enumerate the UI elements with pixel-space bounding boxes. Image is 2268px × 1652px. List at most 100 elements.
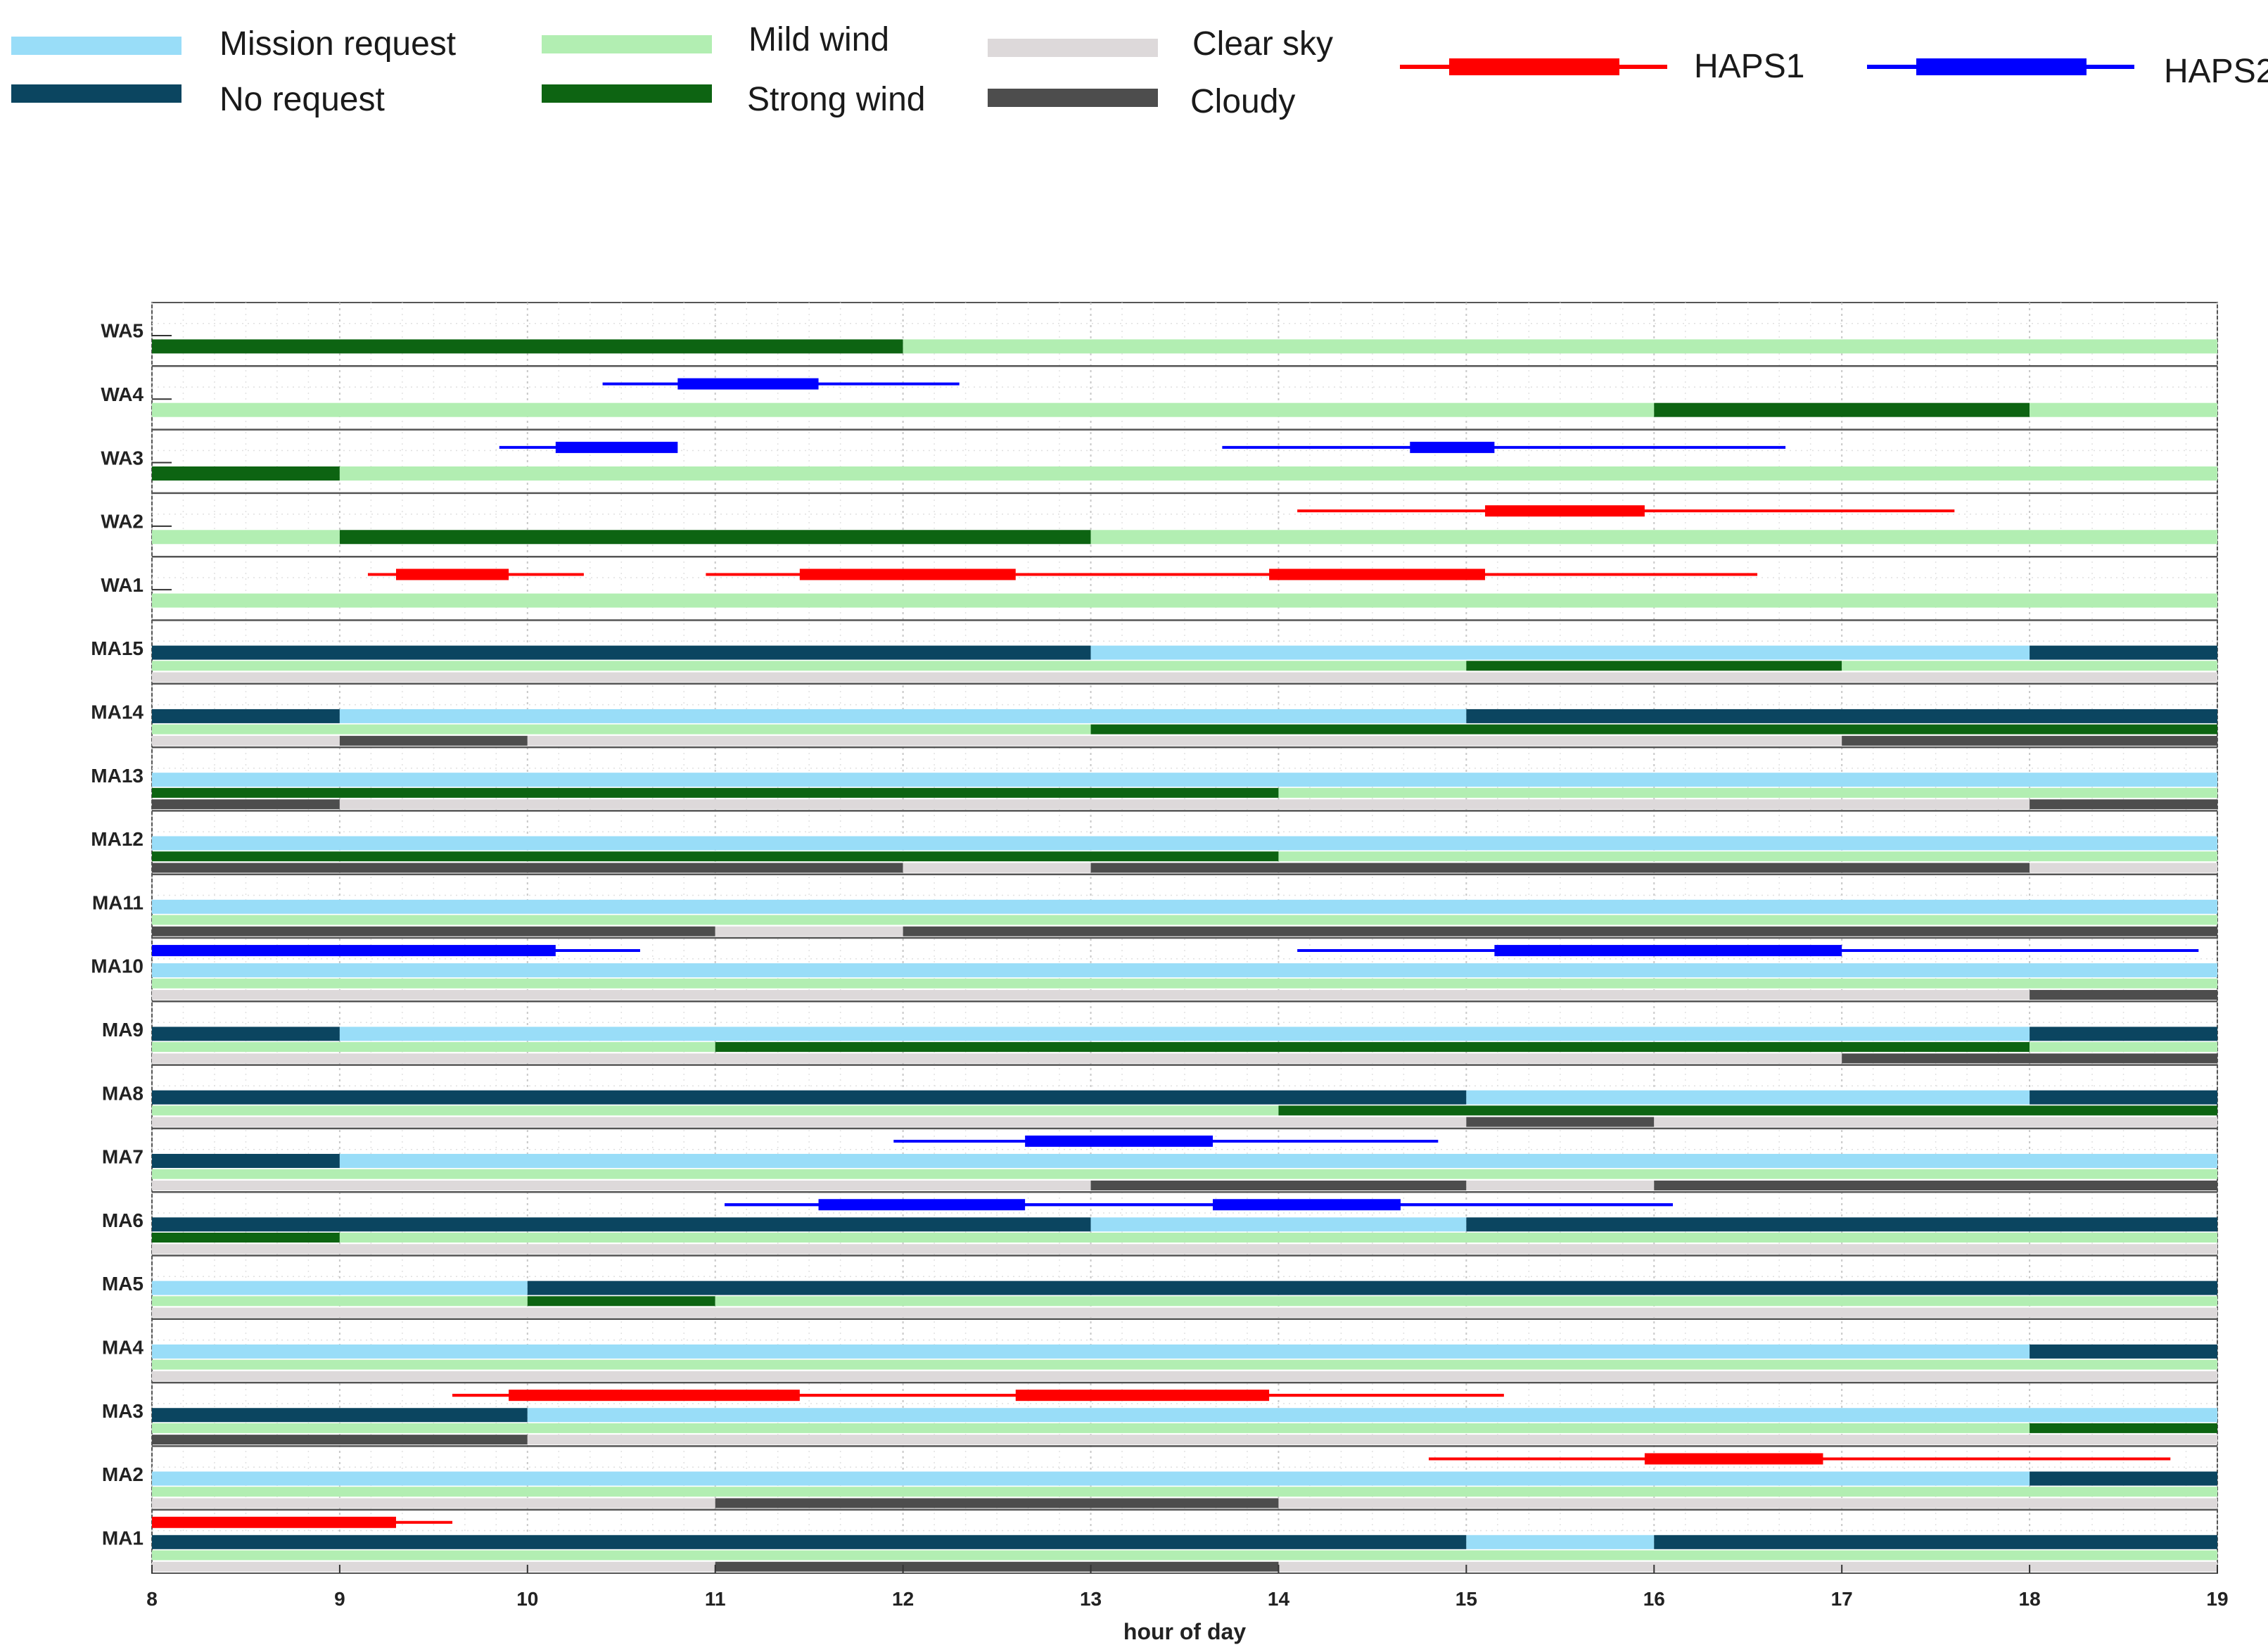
legend-swatch-haps1 [1449,58,1619,75]
request-bar-no [152,709,340,723]
sky-bar-clear [152,1561,715,1572]
wind-bar-mild [152,593,2217,608]
legend-swatch-cloudy [988,89,1158,107]
haps1-active-bar [1644,1453,1823,1465]
row-ma13: MA13 [91,746,2217,810]
row-label: MA11 [92,891,144,913]
x-tick-label: 14 [1268,1588,1290,1610]
row-wa5: WA5 [101,320,2217,354]
wind-bar-strong [152,339,903,354]
sky-bar-cloudy [1466,1117,1655,1127]
wind-bar-mild [152,1487,2217,1497]
sky-bar-cloudy [152,1435,528,1445]
sky-bar-cloudy [1090,1180,1467,1190]
legend-swatch-mission_request [11,37,181,55]
wind-bar-mild [715,1296,2217,1307]
legend-label-mild_wind: Mild wind [748,21,889,58]
legend-swatch-haps2 [1916,58,2087,75]
haps1-active-bar [1485,505,1645,517]
sky-bar-cloudy [1090,863,2030,873]
x-tick-label: 15 [1455,1588,1477,1610]
x-axis-label: hour of day [1123,1619,1246,1644]
haps2-active-bar [1410,441,1495,453]
request-bar-mission [152,1471,2030,1486]
row-ma6: MA6 [102,1190,2217,1254]
request-bar-no [527,1281,2218,1295]
wind-bar-strong [152,851,1279,862]
sky-bar-clear [152,1371,2217,1381]
haps1-active-bar [799,568,1016,580]
legend-swatch-no_request [11,84,181,103]
haps1-active-bar [395,568,509,580]
row-ma3: MA3 [102,1381,2218,1445]
row-ma4: MA4 [102,1318,2217,1381]
row-ma10: MA10 [91,936,2217,1000]
row-label: MA1 [102,1527,144,1549]
sky-bar-clear [1654,1117,2217,1127]
row-label: MA6 [102,1209,144,1231]
row-label: MA14 [91,701,144,723]
legend-label-haps2: HAPS2 [2164,53,2268,90]
x-tick-label: 10 [516,1588,538,1610]
haps2-active-bar [677,378,819,390]
request-bar-mission [339,1154,2217,1169]
wind-bar-strong [152,787,1279,798]
legend-label-clear_sky: Clear sky [1192,25,1333,63]
legend-swatch-strong_wind [542,84,712,103]
wind-bar-strong [1466,661,1842,671]
sky-bar-clear [715,926,903,936]
sky-bar-clear [527,1435,2218,1445]
sky-bar-cloudy [903,926,2217,936]
wind-bar-mild [1090,530,2217,545]
request-bar-no [152,1408,528,1423]
x-tick-label: 8 [146,1588,158,1610]
haps1-active-bar [1269,568,1486,580]
sky-bar-cloudy [339,735,528,746]
row-ma1: MA1 [102,1508,2217,1572]
legend-swatch-clear_sky [988,39,1158,57]
row-label: MA2 [102,1463,144,1485]
sky-bar-clear [339,799,2030,810]
wind-bar-mild [152,1169,2217,1179]
wind-bar-mild [152,724,1091,735]
x-tick-label: 11 [705,1588,726,1610]
request-bar-mission [339,1027,2030,1041]
row-label: MA3 [102,1400,144,1422]
row-label: WA3 [101,447,144,469]
request-bar-no [152,1027,340,1041]
wind-bar-mild [152,915,2217,925]
row-label: WA5 [101,320,144,342]
sky-bar-clear [152,1053,1842,1064]
row-label: MA15 [91,637,144,659]
row-ma12: MA12 [91,810,2217,873]
request-bar-mission [152,1281,528,1295]
request-bar-no [152,1090,1467,1105]
row-label: WA4 [101,383,144,405]
haps2-active-bar [555,441,678,453]
wind-bar-mild [1842,661,2217,671]
row-ma11: MA11 [92,873,2217,936]
sky-bar-cloudy [152,799,340,810]
wind-bar-strong [152,466,340,481]
wind-bar-mild [339,466,2217,481]
request-bar-no [152,1154,340,1169]
x-tick-label: 12 [892,1588,914,1610]
sky-bar-clear [152,1498,715,1508]
request-bar-no [2030,1090,2217,1105]
legend-label-strong_wind: Strong wind [747,81,925,118]
sky-bar-clear [1278,1561,2217,1572]
legend-swatch-mild_wind [542,35,712,53]
request-bar-mission [1090,645,2030,660]
sky-bar-clear [152,735,340,746]
row-label: MA12 [91,828,144,850]
request-bar-no [2030,1471,2217,1486]
wind-bar-strong [527,1296,715,1307]
sky-bar-clear [1278,1498,2217,1508]
sky-bar-cloudy [715,1561,1279,1572]
sky-bar-cloudy [1842,1053,2217,1064]
haps2-active-bar [1213,1199,1401,1211]
sky-bar-clear [152,1180,1091,1190]
sky-bar-clear [152,1117,1467,1127]
request-bar-no [2030,645,2217,660]
request-bar-no [152,1217,1091,1232]
